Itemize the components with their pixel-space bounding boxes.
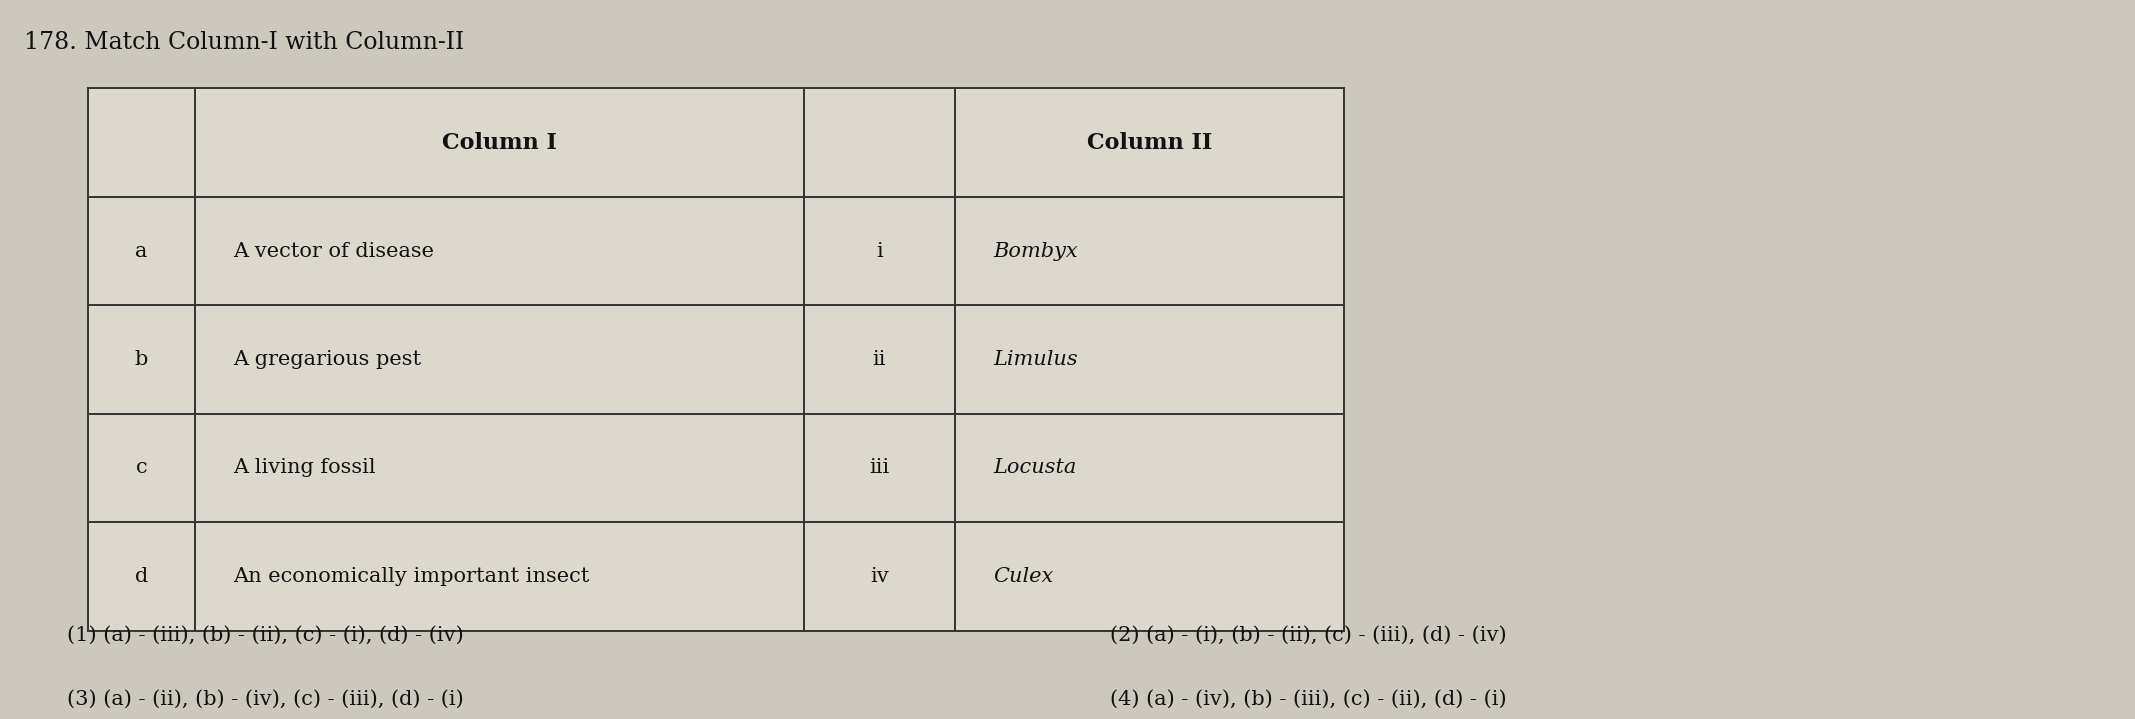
Text: An economically important insect: An economically important insect xyxy=(233,567,589,586)
Text: 178. Match Column-I with Column-II: 178. Match Column-I with Column-II xyxy=(23,32,463,55)
Text: (1) (a) - (iii), (b) - (ii), (c) - (i), (d) - (iv): (1) (a) - (iii), (b) - (ii), (c) - (i), … xyxy=(66,626,463,645)
Text: (3) (a) - (ii), (b) - (iv), (c) - (iii), (d) - (i): (3) (a) - (ii), (b) - (iv), (c) - (iii),… xyxy=(66,690,463,709)
Text: i: i xyxy=(875,242,884,260)
Text: iv: iv xyxy=(871,567,888,586)
Text: Column I: Column I xyxy=(442,132,557,154)
Text: A vector of disease: A vector of disease xyxy=(233,242,433,260)
Text: (2) (a) - (i), (b) - (ii), (c) - (iii), (d) - (iv): (2) (a) - (i), (b) - (ii), (c) - (iii), … xyxy=(1110,626,1507,645)
Text: Bombyx: Bombyx xyxy=(993,242,1078,260)
Text: a: a xyxy=(135,242,147,260)
Text: Limulus: Limulus xyxy=(993,350,1078,369)
Text: A gregarious pest: A gregarious pest xyxy=(233,350,421,369)
Text: A living fossil: A living fossil xyxy=(233,459,376,477)
Text: c: c xyxy=(135,459,147,477)
Text: d: d xyxy=(135,567,147,586)
Text: Locusta: Locusta xyxy=(993,459,1076,477)
Text: iii: iii xyxy=(869,459,890,477)
Text: b: b xyxy=(135,350,147,369)
Text: Column II: Column II xyxy=(1087,132,1213,154)
Text: (4) (a) - (iv), (b) - (iii), (c) - (ii), (d) - (i): (4) (a) - (iv), (b) - (iii), (c) - (ii),… xyxy=(1110,690,1507,709)
Text: ii: ii xyxy=(873,350,886,369)
Bar xyxy=(88,88,1345,631)
Text: Culex: Culex xyxy=(993,567,1053,586)
